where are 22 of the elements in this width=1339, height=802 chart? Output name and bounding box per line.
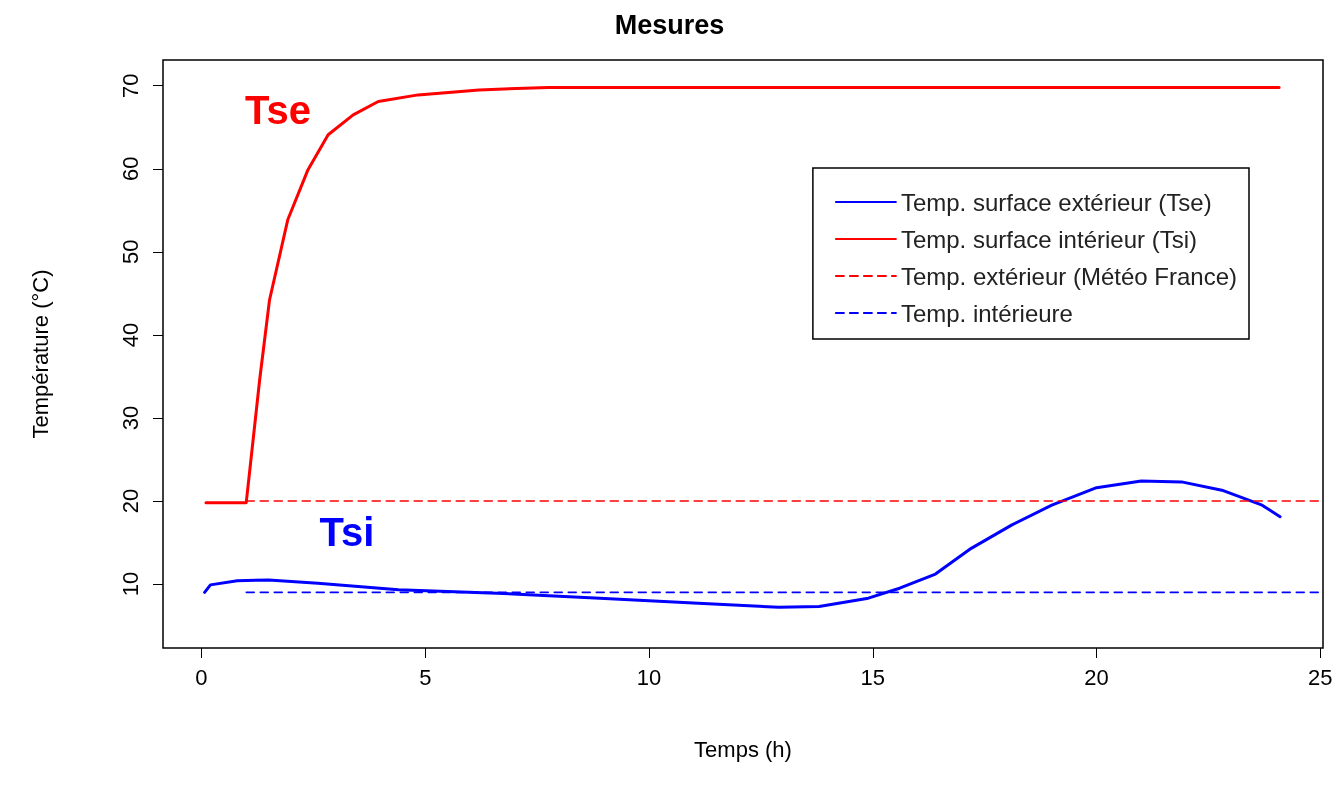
x-tick-label: 25 [1308,664,1333,690]
y-tick-label: 10 [117,571,143,597]
y-tick-label: 50 [117,239,143,265]
y-tick-label: 30 [117,405,143,431]
x-tick-label: 5 [419,664,432,690]
legend-label: Temp. extérieur (Météo France) [900,262,1238,290]
y-tick-label: 20 [117,488,143,514]
x-axis-title: Temps (h) [694,736,792,762]
x-tick-label: 15 [860,664,886,690]
chart-title: Mesures [614,9,725,40]
annotation: Tsi [319,510,375,554]
x-tick-label: 10 [636,664,662,690]
y-axis-title: Température (°C) [27,269,53,439]
y-tick-label: 40 [117,322,143,348]
y-tick-label: 70 [117,73,143,98]
x-tick-label: 0 [195,664,208,690]
annotation: Tse [245,88,311,132]
legend-label: Temp. surface intérieur (Tsi) [900,225,1197,253]
x-tick-label: 20 [1084,664,1109,690]
y-tick-label: 60 [117,156,143,182]
legend-label: Temp. intérieure [900,299,1073,327]
legend-label: Temp. surface extérieur (Tse) [900,188,1212,216]
